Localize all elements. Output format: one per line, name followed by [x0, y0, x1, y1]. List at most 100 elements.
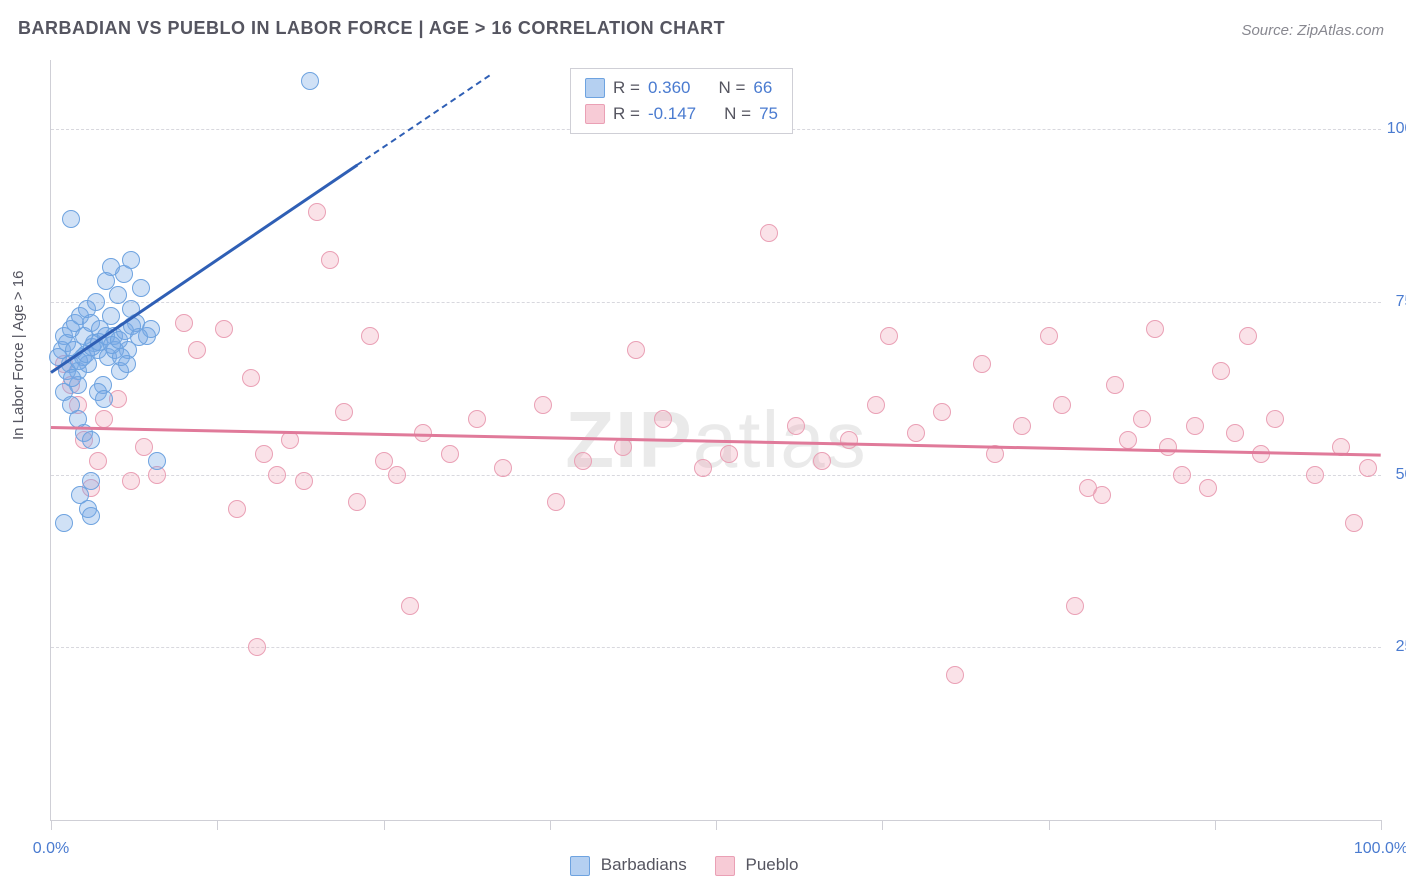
data-point-pink: [1119, 431, 1137, 449]
data-point-pink: [188, 341, 206, 359]
r-value-pink: -0.147: [648, 104, 696, 124]
n-label: N =: [718, 78, 745, 98]
y-axis-label: In Labor Force | Age > 16: [10, 271, 27, 440]
data-point-pink: [122, 472, 140, 490]
data-point-pink: [1146, 320, 1164, 338]
data-point-blue: [148, 452, 166, 470]
data-point-pink: [933, 403, 951, 421]
data-point-pink: [1093, 486, 1111, 504]
data-point-pink: [1173, 466, 1191, 484]
data-point-pink: [973, 355, 991, 373]
data-point-pink: [907, 424, 925, 442]
data-point-blue: [118, 355, 136, 373]
r-label: R =: [613, 78, 640, 98]
n-value-blue: 66: [753, 78, 772, 98]
data-point-pink: [720, 445, 738, 463]
data-point-pink: [1106, 376, 1124, 394]
data-point-pink: [228, 500, 246, 518]
data-point-pink: [1212, 362, 1230, 380]
data-point-pink: [255, 445, 273, 463]
data-point-pink: [248, 638, 266, 656]
r-label: R =: [613, 104, 640, 124]
data-point-pink: [627, 341, 645, 359]
x-tick: [217, 820, 218, 830]
swatch-blue-icon: [570, 856, 590, 876]
data-point-pink: [787, 417, 805, 435]
data-point-pink: [295, 472, 313, 490]
chart-title: BARBADIAN VS PUEBLO IN LABOR FORCE | AGE…: [18, 18, 725, 39]
x-tick: [550, 820, 551, 830]
data-point-pink: [215, 320, 233, 338]
x-tick: [882, 820, 883, 830]
x-tick: [1381, 820, 1382, 830]
data-point-blue: [122, 251, 140, 269]
data-point-blue: [130, 328, 148, 346]
data-point-pink: [1053, 396, 1071, 414]
data-point-pink: [547, 493, 565, 511]
correlation-stats-legend: R = 0.360 N = 66 R = -0.147 N = 75: [570, 68, 793, 134]
n-label: N =: [724, 104, 751, 124]
stats-row-pink: R = -0.147 N = 75: [585, 101, 778, 127]
series-legend: Barbadians Pueblo: [570, 855, 798, 876]
data-point-pink: [534, 396, 552, 414]
data-point-blue: [82, 507, 100, 525]
data-point-pink: [1266, 410, 1284, 428]
x-tick: [1215, 820, 1216, 830]
data-point-pink: [468, 410, 486, 428]
x-tick: [1049, 820, 1050, 830]
x-tick-label: 100.0%: [1354, 840, 1406, 858]
data-point-pink: [268, 466, 286, 484]
data-point-pink: [840, 431, 858, 449]
data-point-pink: [1226, 424, 1244, 442]
legend-item-pink: Pueblo: [715, 855, 799, 876]
gridline: [51, 302, 1381, 303]
legend-label-pink: Pueblo: [745, 855, 798, 874]
source-attribution: Source: ZipAtlas.com: [1241, 22, 1384, 39]
scatter-plot-area: ZIPatlas 25.0%50.0%75.0%100.0%0.0%100.0%: [50, 60, 1381, 821]
data-point-pink: [1239, 327, 1257, 345]
data-point-pink: [348, 493, 366, 511]
data-point-pink: [654, 410, 672, 428]
n-value-pink: 75: [759, 104, 778, 124]
data-point-pink: [1186, 417, 1204, 435]
data-point-pink: [1306, 466, 1324, 484]
swatch-pink-icon: [585, 104, 605, 124]
data-point-pink: [946, 666, 964, 684]
data-point-pink: [242, 369, 260, 387]
trendline-blue: [50, 164, 358, 374]
data-point-pink: [1159, 438, 1177, 456]
data-point-pink: [1066, 597, 1084, 615]
stats-row-blue: R = 0.360 N = 66: [585, 75, 778, 101]
data-point-pink: [388, 466, 406, 484]
data-point-pink: [1013, 417, 1031, 435]
data-point-pink: [813, 452, 831, 470]
data-point-blue: [87, 293, 105, 311]
data-point-pink: [574, 452, 592, 470]
data-point-blue: [132, 279, 150, 297]
data-point-pink: [760, 224, 778, 242]
legend-item-blue: Barbadians: [570, 855, 687, 876]
data-point-blue: [62, 210, 80, 228]
data-point-pink: [867, 396, 885, 414]
y-tick-label: 25.0%: [1383, 638, 1406, 656]
x-tick: [51, 820, 52, 830]
y-tick-label: 100.0%: [1383, 120, 1406, 138]
data-point-pink: [321, 251, 339, 269]
data-point-pink: [89, 452, 107, 470]
data-point-blue: [95, 390, 113, 408]
data-point-pink: [1040, 327, 1058, 345]
data-point-pink: [441, 445, 459, 463]
y-tick-label: 50.0%: [1383, 466, 1406, 484]
data-point-blue: [102, 258, 120, 276]
data-point-pink: [880, 327, 898, 345]
data-point-pink: [335, 403, 353, 421]
data-point-pink: [1359, 459, 1377, 477]
data-point-pink: [1133, 410, 1151, 428]
data-point-blue: [55, 514, 73, 532]
x-tick: [384, 820, 385, 830]
trendline-blue-extrapolated: [356, 74, 490, 165]
legend-label-blue: Barbadians: [601, 855, 687, 874]
data-point-blue: [63, 369, 81, 387]
r-value-blue: 0.360: [648, 78, 691, 98]
data-point-blue: [82, 431, 100, 449]
